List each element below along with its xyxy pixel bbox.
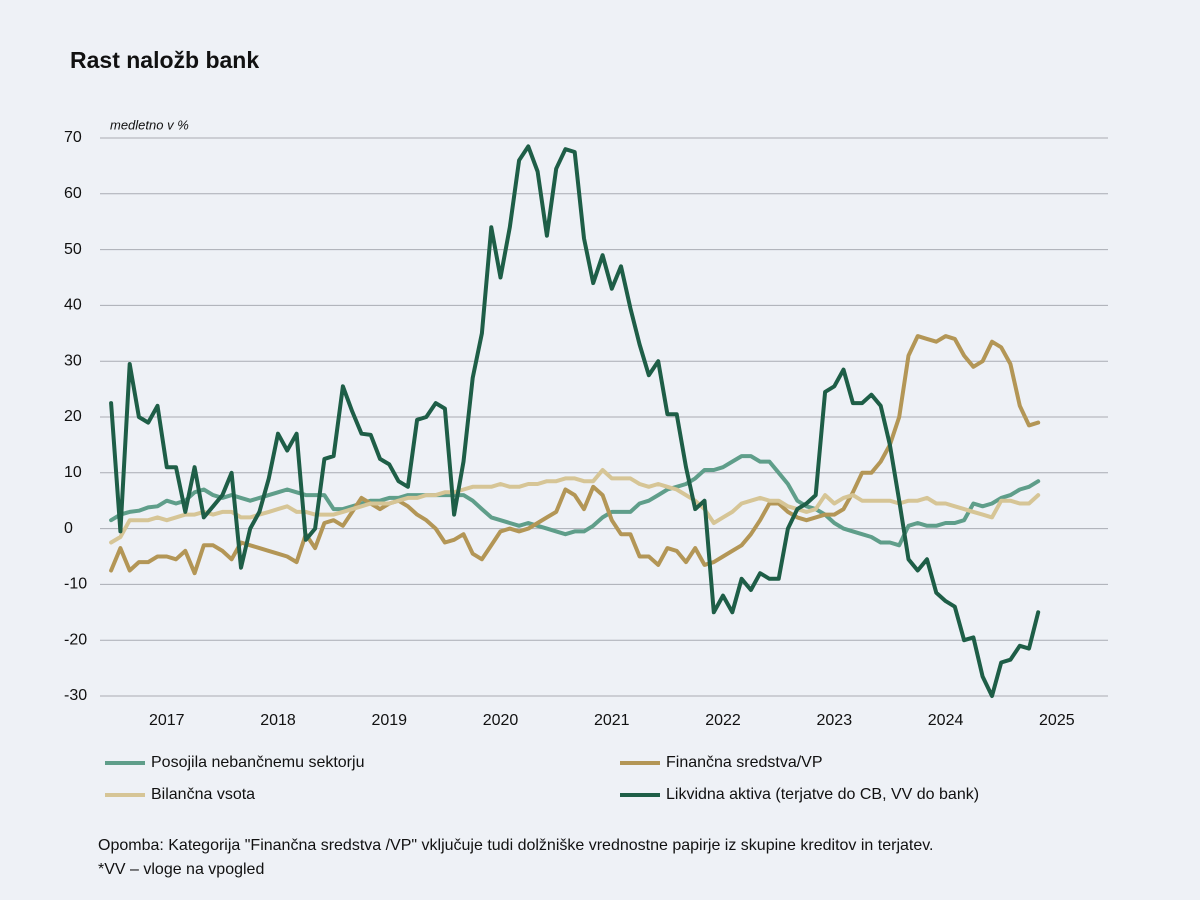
legend-label: Bilančna vsota bbox=[151, 786, 255, 803]
y-tick-label: 20 bbox=[64, 408, 82, 425]
y-tick-label: 0 bbox=[64, 520, 73, 537]
y-tick-label: 40 bbox=[64, 297, 82, 314]
x-tick-label: 2017 bbox=[149, 712, 185, 729]
y-tick-label: 70 bbox=[64, 129, 82, 146]
note: Opomba: Kategorija "Finančna sredstva /V… bbox=[98, 837, 934, 854]
y-tick-label: -20 bbox=[64, 631, 87, 648]
legend-label: Finančna sredstva/VP bbox=[666, 754, 823, 771]
x-tick-label: 2023 bbox=[817, 712, 853, 729]
x-tick-label: 2018 bbox=[260, 712, 296, 729]
y-tick-label: 10 bbox=[64, 464, 82, 481]
x-tick-label: 2021 bbox=[594, 712, 630, 729]
y-tick-label: 50 bbox=[64, 241, 82, 258]
y-tick-label: 30 bbox=[64, 352, 82, 369]
series-line bbox=[109, 144, 1041, 698]
legend-label: Likvidna aktiva (terjatve do CB, VV do b… bbox=[666, 786, 979, 803]
series-line bbox=[109, 468, 1041, 545]
note: *VV – vloge na vpogled bbox=[98, 861, 264, 878]
series-line bbox=[109, 334, 1041, 576]
x-tick-label: 2025 bbox=[1039, 712, 1075, 729]
x-tick-label: 2020 bbox=[483, 712, 519, 729]
x-tick-label: 2019 bbox=[371, 712, 407, 729]
legend-label: Posojila nebančnemu sektorju bbox=[151, 754, 364, 771]
y-tick-label: -30 bbox=[64, 687, 87, 704]
y-tick-label: 60 bbox=[64, 185, 82, 202]
chart-title: Rast naložb bank bbox=[70, 47, 259, 73]
x-tick-label: 2024 bbox=[928, 712, 964, 729]
y-axis-label: medletno v % bbox=[110, 117, 189, 132]
x-tick-label: 2022 bbox=[705, 712, 741, 729]
y-tick-label: -10 bbox=[64, 576, 87, 593]
